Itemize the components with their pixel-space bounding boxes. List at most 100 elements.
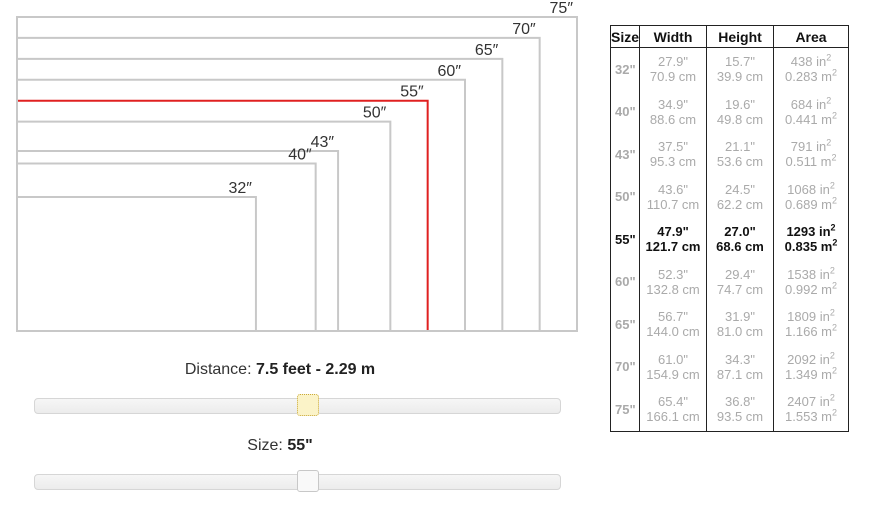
height-inches: 19.6" — [725, 96, 755, 112]
tv-outline-43 — [17, 149, 340, 331]
width-cm: 121.7 cm — [645, 239, 701, 255]
area-meters: 1.166 m — [785, 324, 832, 340]
table-row: 70" 61.0" 154.9 cm 34.3" 87.1 cm 2092 in2 1.34… — [609, 345, 850, 388]
height-cm: 93.5 cm — [716, 409, 764, 425]
area-inches: 1293 in — [786, 224, 831, 240]
width-cell: 61.0" 154.9 cm — [639, 345, 708, 388]
tv-spec-table: Size Width Height Area 32" 27.9" 70.9 cm 15… — [609, 25, 850, 432]
height-inches: 21.1" — [725, 139, 755, 155]
width-cell: 47.9" 121.7 cm — [639, 218, 708, 261]
area-inches: 2407 in — [787, 394, 830, 410]
table-row: 32" 27.9" 70.9 cm 15.7" 39.9 cm 438 in2 0.283 … — [609, 47, 850, 91]
height-cm: 39.9 cm — [716, 69, 764, 85]
size-cell: 32" — [609, 47, 641, 91]
area-cell: 2092 in2 1.349 m2 — [773, 345, 850, 388]
size-slider-thumb[interactable] — [297, 470, 319, 492]
height-inches: 24.5" — [725, 181, 755, 197]
tv-size-label-65: 65″ — [475, 42, 499, 59]
area-inches: 684 in — [790, 96, 827, 112]
tv-size-label-40: 40″ — [288, 147, 312, 164]
height-cell: 29.4" 74.7 cm — [706, 260, 775, 303]
tv-size-label-70: 70″ — [512, 21, 536, 38]
height-cell: 19.6" 49.8 cm — [706, 90, 775, 133]
table-row: 40" 34.9" 88.6 cm 19.6" 49.8 cm 684 in2 0.441 … — [609, 90, 850, 133]
width-cm: 70.9 cm — [649, 69, 697, 85]
size-value: 55" — [615, 231, 636, 247]
area-cell: 438 in2 0.283 m2 — [773, 47, 850, 91]
size-cell: 50" — [609, 175, 641, 218]
width-inches: 37.5" — [658, 139, 688, 155]
height-cell: 34.3" 87.1 cm — [706, 345, 775, 388]
area-inches: 1068 in — [787, 181, 830, 197]
area-cell: 1293 in2 0.835 m2 — [773, 218, 850, 261]
size-cell: 75" — [609, 388, 641, 431]
area-inches: 2092 in — [787, 351, 830, 367]
distance-value: 7.5 feet - 2.29 m — [255, 361, 376, 378]
width-inches: 34.9" — [658, 96, 688, 112]
width-cell: 27.9" 70.9 cm — [639, 47, 708, 91]
width-cm: 132.8 cm — [646, 281, 700, 297]
height-cm: 49.8 cm — [716, 111, 764, 127]
superscript: 2 — [829, 350, 835, 361]
size-value: 75" — [615, 401, 636, 417]
tv-size-label-75: 75″ — [550, 0, 574, 17]
height-cell: 21.1" 53.6 cm — [706, 133, 775, 176]
tv-size-label-50: 50″ — [363, 105, 387, 122]
tv-outline-40 — [17, 162, 317, 331]
area-meters: 0.511 m — [785, 154, 832, 170]
width-inches: 52.3" — [658, 266, 688, 282]
tv-outline-50 — [17, 120, 392, 331]
superscript: 2 — [826, 52, 832, 63]
distance-readout: Distance: 7.5 feet - 2.29 m — [0, 361, 560, 379]
tv-size-label-32: 32″ — [228, 180, 252, 197]
area-cell: 1809 in2 1.166 m2 — [773, 303, 850, 346]
superscript: 2 — [832, 237, 838, 248]
size-slider-track[interactable] — [34, 470, 561, 492]
width-cell: 37.5" 95.3 cm — [639, 133, 708, 176]
area-meters: 1.349 m — [785, 366, 832, 382]
area-cell: 791 in2 0.511 m2 — [773, 133, 850, 176]
height-inches: 15.7" — [725, 54, 755, 70]
width-inches: 27.9" — [658, 54, 688, 70]
superscript: 2 — [829, 392, 835, 403]
width-cm: 88.6 cm — [649, 111, 697, 127]
tv-outline-70 — [17, 36, 541, 331]
area-inches: 791 in — [790, 139, 827, 155]
size-value: 50" — [615, 189, 636, 205]
area-meters: 0.441 m — [785, 111, 832, 127]
col-header-size: Size — [609, 25, 641, 48]
col-header-width: Width — [639, 25, 708, 48]
height-cm: 81.0 cm — [716, 324, 764, 340]
width-cell: 52.3" 132.8 cm — [639, 260, 708, 303]
tv-size-label-43: 43″ — [311, 134, 335, 151]
tv-size-diagram: 32″ 40″43″ 50″ 55″ 60″ 65″ 70″ 75″ — [16, 0, 578, 332]
superscript: 2 — [830, 222, 836, 233]
width-cm: 95.3 cm — [649, 154, 697, 170]
size-label: Size: — [247, 437, 283, 454]
distance-slider-thumb[interactable] — [297, 394, 319, 416]
superscript: 2 — [832, 67, 838, 78]
size-cell: 55" — [609, 218, 641, 261]
width-cm: 166.1 cm — [646, 409, 700, 425]
height-inches: 31.9" — [725, 309, 755, 325]
superscript: 2 — [826, 137, 832, 148]
size-cell: 60" — [609, 260, 641, 303]
area-meters: 0.835 m — [784, 239, 833, 255]
superscript: 2 — [832, 195, 838, 206]
tv-size-label-55: 55″ — [400, 84, 424, 101]
tv-outline-75 — [16, 16, 578, 332]
height-cm: 53.6 cm — [716, 154, 764, 170]
area-meters: 0.689 m — [785, 196, 832, 212]
width-inches: 56.7" — [658, 309, 688, 325]
area-inches: 1538 in — [787, 266, 830, 282]
distance-label: Distance: — [184, 361, 252, 378]
distance-slider-track[interactable] — [34, 394, 561, 416]
size-value: 55" — [287, 437, 313, 454]
size-cell: 40" — [609, 90, 641, 133]
table-row: 65" 56.7" 144.0 cm 31.9" 81.0 cm 1809 in2 1.16… — [609, 303, 850, 346]
tv-size-label-60: 60″ — [438, 63, 462, 80]
height-cell: 27.0" 68.6 cm — [706, 218, 775, 261]
height-cell: 15.7" 39.9 cm — [706, 47, 775, 91]
width-cm: 154.9 cm — [646, 366, 700, 382]
height-inches: 36.8" — [725, 394, 755, 410]
